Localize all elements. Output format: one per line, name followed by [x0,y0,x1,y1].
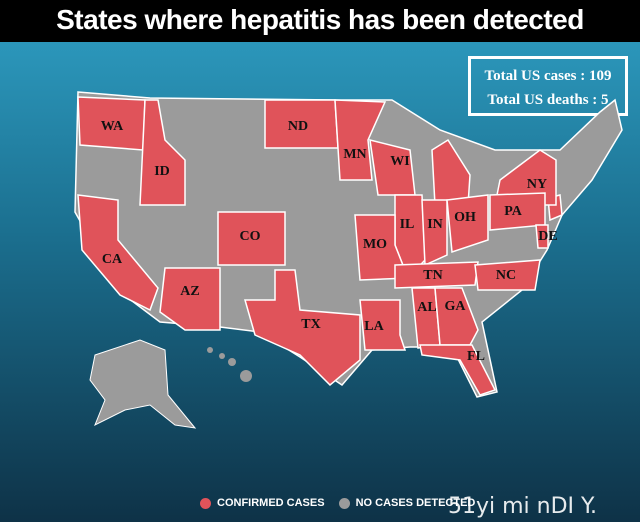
state-label: OH [454,210,476,225]
state-label: NY [527,177,547,192]
state-confirmed [421,199,448,267]
state-confirmed [217,211,286,266]
state-label: TN [423,268,442,283]
totals-box: Total US cases : 109 Total US deaths : 5 [468,56,628,116]
legend-dot-confirmed [200,497,211,509]
legend: CONFIRMED CASES NO CASES DETECTED [200,497,475,509]
state-label: ND [288,119,308,134]
state-confirmed [419,344,497,396]
michigan [431,138,471,206]
state-label: AZ [180,284,199,299]
state-confirmed [244,269,361,387]
state-confirmed [334,99,387,181]
state-label: ID [154,164,170,179]
state-label: CA [102,252,123,267]
state-label: IN [427,217,443,232]
state-confirmed [359,299,407,351]
state-label: PA [504,204,523,219]
legend-none: NO CASES DETECTED [355,497,476,509]
state-confirmed [139,99,186,206]
legend-dot-none [338,497,350,509]
state-label: WI [390,154,409,169]
state-confirmed [354,214,410,281]
state-label: GA [445,299,467,314]
state-label: MN [343,147,366,162]
state-label: WA [101,119,124,134]
legend-confirmed: CONFIRMED CASES [217,497,325,509]
alaska [89,339,197,429]
watermark: 51yi mi nDI Y. com [448,494,597,522]
state-confirmed [535,224,549,249]
state-label: CO [240,229,261,244]
state-confirmed [159,267,221,331]
state-label: IL [400,217,415,232]
hawaii [207,347,252,382]
state-confirmed [474,259,541,291]
state-label: FL [467,349,485,364]
state-label: TX [301,317,320,332]
state-label: NC [496,268,516,283]
state-confirmed [434,287,479,346]
state-label: LA [364,319,384,334]
state-label: AL [417,300,436,315]
state-confirmed [446,194,489,254]
total-deaths: Total US deaths : 5 [487,92,609,108]
state-label: DE [538,229,557,244]
total-cases: Total US cases : 109 [484,68,612,84]
state-label: MO [363,237,387,252]
title: States where hepatitis has been detected [0,0,640,42]
state-confirmed [394,261,479,289]
state-confirmed [77,194,159,312]
